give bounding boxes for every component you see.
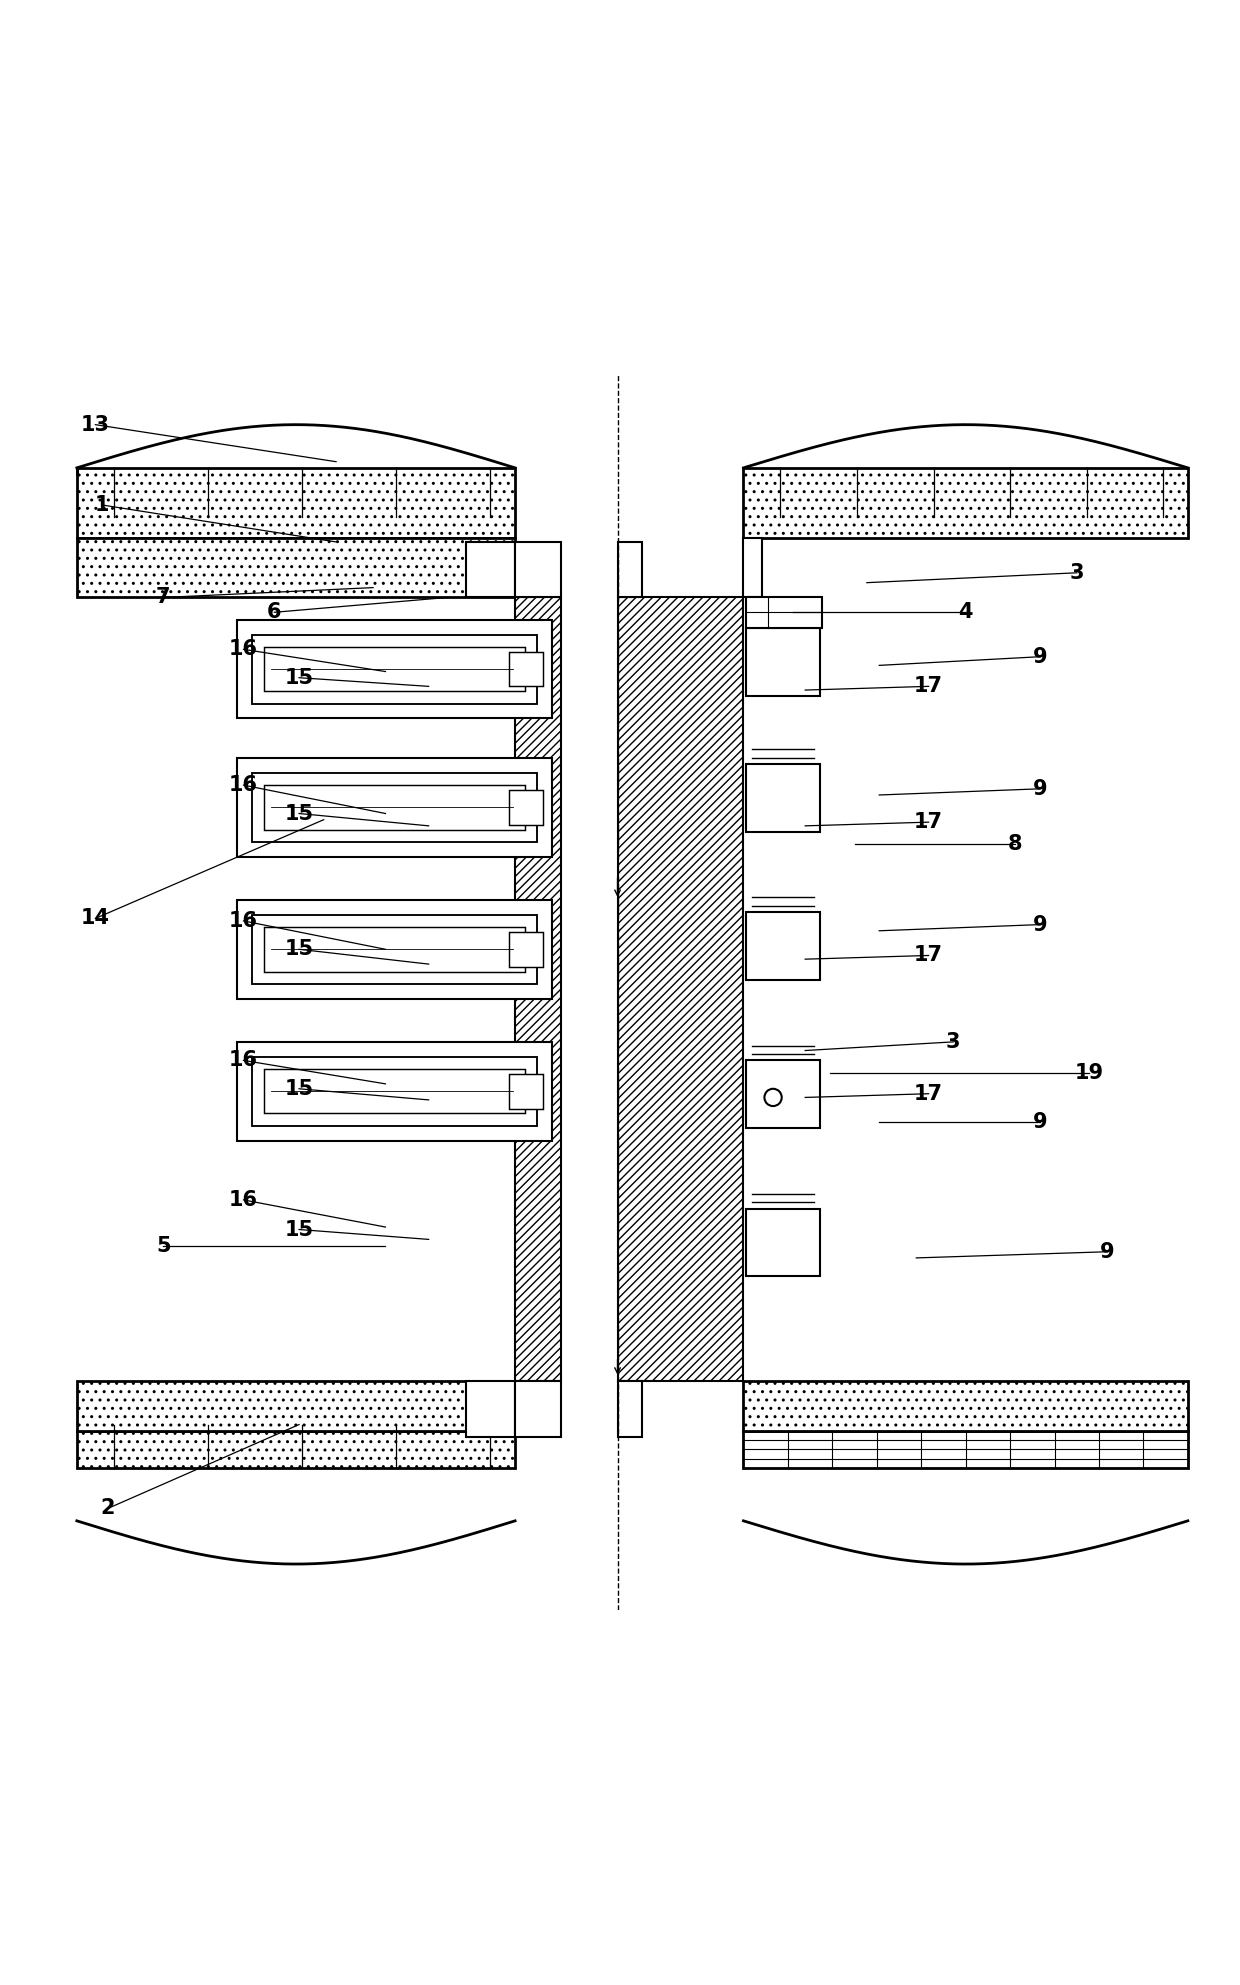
Text: 15: 15 xyxy=(284,939,314,959)
Text: 13: 13 xyxy=(81,415,110,435)
Text: 2: 2 xyxy=(100,1499,115,1519)
Text: 17: 17 xyxy=(914,677,944,697)
Text: 15: 15 xyxy=(284,1078,314,1100)
Bar xyxy=(252,772,537,842)
Bar xyxy=(744,1431,1188,1467)
Bar xyxy=(466,542,515,597)
Bar xyxy=(744,468,1188,538)
Bar xyxy=(77,538,515,597)
Bar xyxy=(515,1382,560,1437)
Text: 17: 17 xyxy=(914,945,944,965)
Text: 17: 17 xyxy=(914,812,944,832)
Text: 7: 7 xyxy=(156,588,171,607)
Bar xyxy=(746,1060,820,1127)
Bar xyxy=(618,542,642,597)
Text: 17: 17 xyxy=(914,1084,944,1104)
Bar xyxy=(264,786,525,830)
Bar xyxy=(508,1074,543,1108)
Bar xyxy=(466,1382,515,1437)
Bar xyxy=(252,1056,537,1125)
Bar xyxy=(237,899,552,998)
Bar xyxy=(618,597,744,1382)
Text: 16: 16 xyxy=(229,774,258,796)
Text: 4: 4 xyxy=(959,601,973,621)
Text: 1: 1 xyxy=(94,494,109,514)
Bar xyxy=(746,913,820,981)
Bar xyxy=(618,1382,642,1437)
Text: 5: 5 xyxy=(156,1235,171,1257)
Text: 16: 16 xyxy=(229,1189,258,1211)
Bar xyxy=(237,1042,552,1141)
Text: 9: 9 xyxy=(1033,1112,1047,1131)
Bar xyxy=(744,1382,1188,1431)
Bar xyxy=(77,468,515,538)
Bar xyxy=(264,647,525,691)
Bar xyxy=(744,538,761,597)
Bar xyxy=(237,758,552,858)
Bar xyxy=(252,635,537,703)
Bar xyxy=(515,542,560,597)
Text: 15: 15 xyxy=(284,1219,314,1239)
Text: 3: 3 xyxy=(1069,564,1084,584)
Bar xyxy=(746,764,820,832)
Bar xyxy=(77,1382,515,1431)
Text: 15: 15 xyxy=(284,804,314,824)
Text: 3: 3 xyxy=(946,1032,961,1052)
Text: 9: 9 xyxy=(1033,915,1047,935)
Bar xyxy=(77,1431,515,1467)
Text: 15: 15 xyxy=(284,667,314,687)
Bar xyxy=(746,1209,820,1276)
Text: 14: 14 xyxy=(81,909,110,929)
Bar xyxy=(746,597,822,629)
Text: 6: 6 xyxy=(267,601,281,621)
Text: 16: 16 xyxy=(229,911,258,931)
Bar xyxy=(237,619,552,719)
Bar xyxy=(264,927,525,971)
Bar xyxy=(508,790,543,824)
Text: 9: 9 xyxy=(1033,778,1047,798)
Bar xyxy=(508,933,543,967)
Bar xyxy=(252,915,537,985)
Text: 19: 19 xyxy=(1075,1062,1104,1082)
Bar xyxy=(264,1070,525,1114)
Bar xyxy=(746,629,820,697)
Bar xyxy=(515,597,560,1382)
Text: 9: 9 xyxy=(1100,1243,1115,1262)
Text: 9: 9 xyxy=(1033,647,1047,667)
Bar xyxy=(508,651,543,687)
Text: 8: 8 xyxy=(1008,834,1022,854)
Text: 16: 16 xyxy=(229,639,258,659)
Text: 16: 16 xyxy=(229,1050,258,1070)
